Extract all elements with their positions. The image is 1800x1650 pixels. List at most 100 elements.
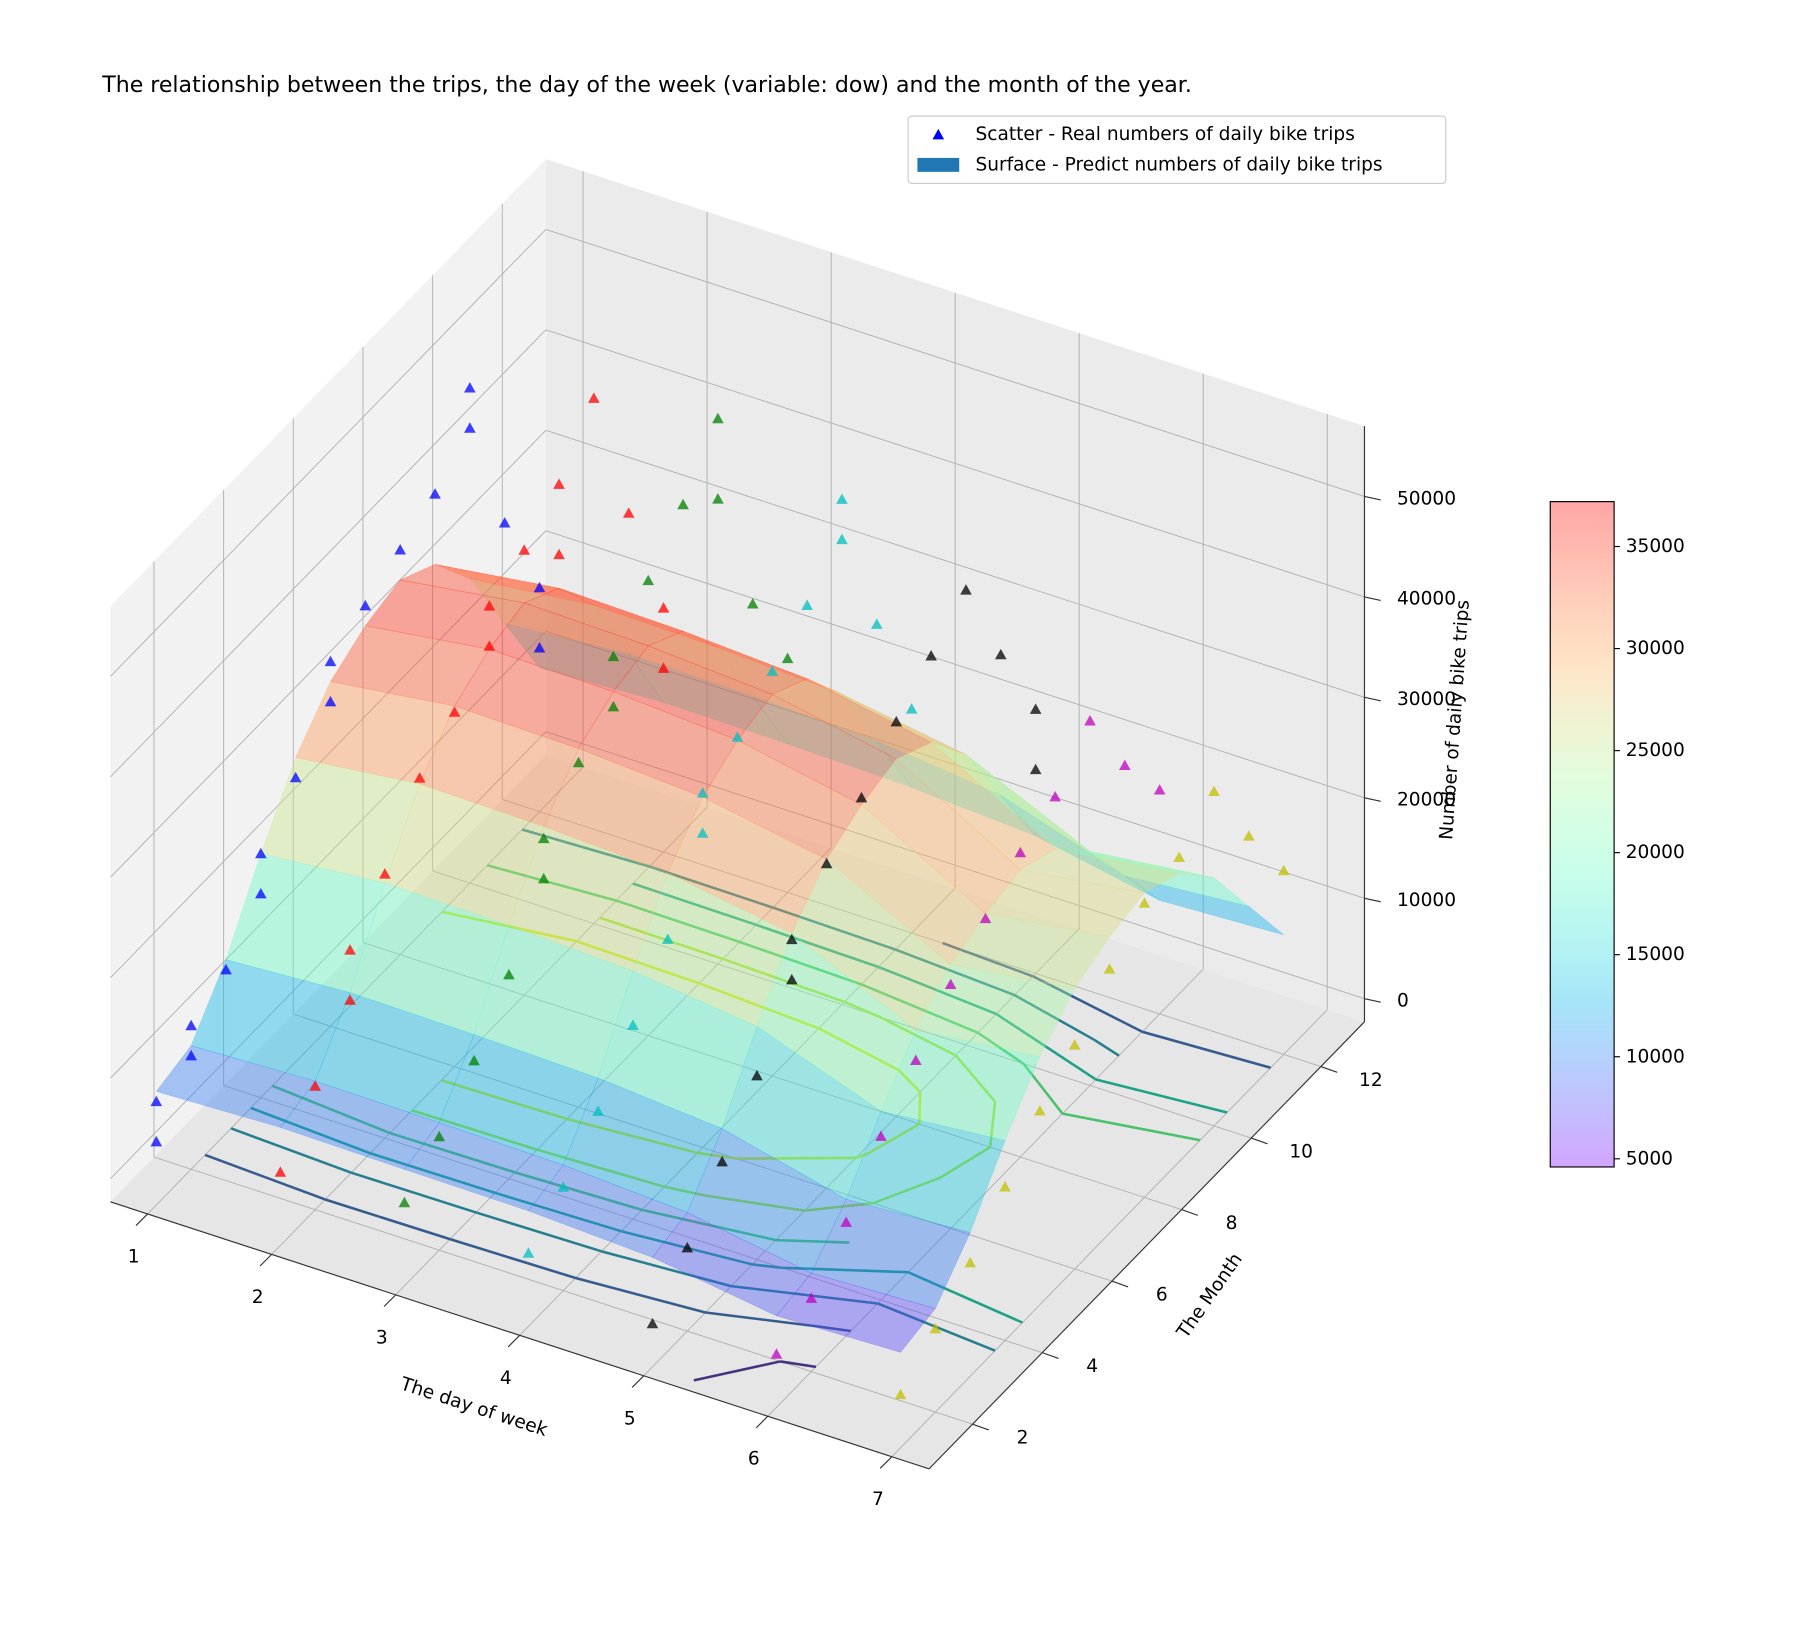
scatter-point (746, 598, 759, 609)
axis-line (928, 1021, 1365, 1470)
contour-line (1141, 1030, 1271, 1070)
surface-patch (508, 826, 669, 972)
scatter-point (429, 488, 441, 499)
scatter-point (553, 548, 565, 560)
scatter-point (448, 706, 461, 717)
scatter-point (910, 1054, 922, 1065)
grid-line (110, 731, 547, 1180)
scatter-point (255, 887, 267, 899)
left-pane (110, 159, 546, 1202)
contour-line (843, 1000, 880, 1018)
scatter-point (627, 1019, 639, 1030)
surface-patch (562, 1077, 723, 1213)
surface-patch (721, 1026, 882, 1200)
contour-line (942, 941, 1034, 978)
surface-patch (403, 1122, 564, 1212)
scatter-point (359, 599, 372, 611)
colorbar-tick-label: 35000 (1626, 536, 1685, 557)
surface-patch (930, 741, 1091, 852)
scatter-point (433, 1130, 446, 1142)
scatter-point (712, 493, 724, 504)
contour-line (755, 923, 879, 969)
grid-line (110, 630, 547, 1079)
scatter-point (1277, 864, 1290, 876)
grid-line (223, 1085, 1043, 1354)
surface-patch (806, 678, 967, 755)
z-tick-label: 20000 (1397, 790, 1456, 811)
colorbar-tick-label: 15000 (1626, 944, 1685, 965)
tick-mark (972, 1423, 990, 1431)
contour-line (704, 1194, 805, 1212)
contour-line (411, 1109, 538, 1151)
tick-mark (1364, 797, 1381, 802)
y-tick-label: 6 (1156, 1285, 1168, 1306)
contour-line (649, 865, 774, 909)
legend-label: Surface - Predict numbers of daily bike … (975, 154, 1382, 175)
tick-mark (507, 1334, 521, 1348)
scatter-point (960, 584, 972, 595)
scatter-point (498, 517, 511, 528)
scatter-point (503, 968, 515, 980)
z-tick-label: 0 (1397, 991, 1409, 1012)
scatter-point (1243, 830, 1255, 841)
contour-line (907, 1271, 1023, 1324)
scatter-point (781, 652, 794, 664)
colorbar-tick-label: 30000 (1626, 638, 1685, 659)
contour-line (897, 1069, 922, 1093)
scatter-point (518, 544, 531, 555)
surface-patch (775, 1272, 936, 1353)
contour-line (918, 1092, 922, 1125)
tick-mark (631, 1375, 645, 1388)
contour-line (911, 979, 997, 1016)
contour-line (271, 1084, 391, 1135)
scatter-point (324, 655, 337, 667)
scatter-point (537, 832, 550, 844)
grid-line (545, 630, 1365, 899)
surface-patch (771, 678, 932, 760)
scatter-point (1153, 784, 1166, 795)
scatter-point (836, 493, 848, 504)
scatter-point (607, 700, 620, 712)
contour-line (1013, 993, 1095, 1041)
tick-mark (1364, 495, 1381, 501)
scatter-point (890, 715, 903, 727)
contour-line (441, 910, 577, 943)
tick-mark (383, 1294, 397, 1307)
scatter-point (1068, 1039, 1081, 1050)
contour-line (817, 1325, 852, 1333)
x-tick-label: 7 (872, 1489, 884, 1510)
grid-line (502, 799, 1322, 1067)
grid-line (432, 870, 1252, 1139)
scatter-point (905, 703, 918, 714)
scatter-point (661, 933, 674, 944)
scatter-point (696, 787, 709, 798)
tick-mark (1320, 1065, 1338, 1073)
surface-patch (717, 647, 878, 742)
scatter-point (805, 1292, 818, 1303)
scatter-point (657, 602, 670, 613)
scatter-point (1029, 703, 1042, 714)
y-tick-label: 12 (1359, 1070, 1383, 1091)
scatter-point (785, 933, 798, 945)
scatter-point (840, 1216, 852, 1227)
scatter-point (150, 1135, 163, 1147)
surface-patch (399, 563, 561, 604)
surface-patch (593, 604, 754, 697)
scatter-point (464, 422, 476, 433)
surface-patch (190, 959, 351, 1082)
z-tick-label: 40000 (1397, 589, 1456, 610)
scatter-point (999, 1180, 1011, 1192)
grid-line (545, 429, 1365, 698)
colorbar-tick-label: 5000 (1626, 1148, 1673, 1169)
scatter-point (1173, 851, 1186, 862)
grid-line (643, 928, 1080, 1377)
contour-line (566, 1117, 698, 1155)
scatter-point (553, 478, 565, 489)
scatter-point (944, 978, 957, 990)
tick-mark (1364, 897, 1381, 903)
tick-mark (135, 1213, 149, 1226)
scatter-point (1119, 759, 1131, 771)
grid-line (767, 968, 1204, 1417)
scatter-point (716, 1155, 728, 1167)
x-tick-label: 5 (624, 1408, 636, 1429)
